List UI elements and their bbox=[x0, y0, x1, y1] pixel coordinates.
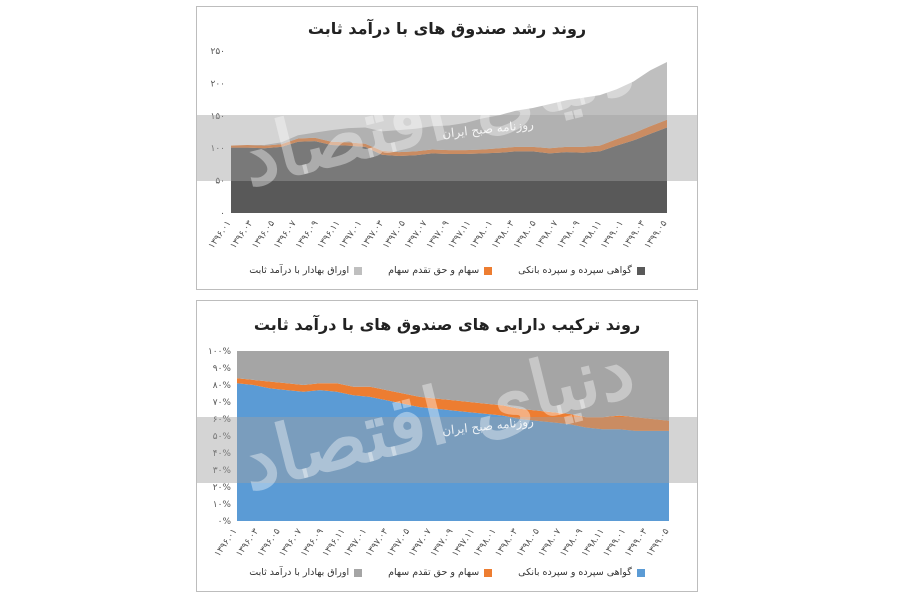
legend-label: سهام و حق تقدم سهام bbox=[388, 265, 480, 276]
legend-item: اوراق بهادار با درآمد ثابت bbox=[249, 265, 363, 276]
legend-item: اوراق بهادار با درآمد ثابت bbox=[249, 567, 363, 578]
legend-label: اوراق بهادار با درآمد ثابت bbox=[249, 265, 350, 276]
legend-item: سهام و حق تقدم سهام bbox=[388, 265, 493, 276]
legend-label: اوراق بهادار با درآمد ثابت bbox=[249, 567, 350, 578]
y-tick-label: ۱۰۰ bbox=[210, 144, 225, 154]
y-tick-label: ۵۰ bbox=[215, 177, 225, 187]
legend-swatch bbox=[636, 568, 645, 577]
legend-swatch bbox=[354, 266, 363, 275]
y-tick-label: ۲۵۰ bbox=[210, 47, 225, 57]
legend-label: سهام و حق تقدم سهام bbox=[388, 567, 480, 578]
x-tick-label: ۱۳۹۹.۰۵ bbox=[643, 219, 670, 251]
legend-swatch bbox=[484, 568, 493, 577]
area-series-0 bbox=[237, 383, 669, 521]
legend-item: سهام و حق تقدم سهام bbox=[388, 567, 493, 578]
legend-swatch bbox=[354, 568, 363, 577]
area-series-2 bbox=[231, 62, 667, 153]
y-tick-label: ۰ bbox=[220, 209, 225, 219]
y-tick-label: ۲۰۰ bbox=[210, 79, 225, 89]
area-series-1 bbox=[237, 378, 669, 431]
y-tick-label: ۵۰% bbox=[213, 432, 232, 442]
composition-chart-svg: ۰%۱۰%۲۰%۳۰%۴۰%۵۰%۶۰%۷۰%۸۰%۹۰%۱۰۰%۱۳۹۶.۰۱… bbox=[208, 347, 672, 559]
legend: گواهی سپرده و سپرده بانکی سهام و حق تقدم… bbox=[197, 567, 697, 578]
y-tick-label: ۰% bbox=[218, 517, 232, 527]
composition-chart-panel: روند ترکیب دارایی های صندوق های با درآمد… bbox=[196, 300, 698, 592]
legend-swatch bbox=[484, 266, 493, 275]
y-tick-label: ۴۰% bbox=[213, 449, 232, 459]
area-series-0 bbox=[231, 127, 667, 213]
area-series-2 bbox=[237, 351, 669, 421]
y-tick-label: ۱۰۰% bbox=[208, 347, 232, 357]
legend-swatch bbox=[636, 266, 645, 275]
legend-item: گواهی سپرده و سپرده بانکی bbox=[518, 265, 645, 276]
legend: گواهی سپرده و سپرده بانکی سهام و حق تقدم… bbox=[197, 265, 697, 276]
y-tick-label: ۹۰% bbox=[213, 364, 232, 374]
chart-title: روند ترکیب دارایی های صندوق های با درآمد… bbox=[253, 315, 641, 334]
legend-item: گواهی سپرده و سپرده بانکی bbox=[518, 567, 645, 578]
growth-chart-svg: ۰۵۰۱۰۰۱۵۰۲۰۰۲۵۰۱۳۹۶.۰۱۱۳۹۶.۰۳۱۳۹۶.۰۵۱۳۹۶… bbox=[207, 47, 670, 251]
y-tick-label: ۶۰% bbox=[213, 415, 232, 425]
chart-title: روند رشد صندوق های با درآمد ثابت bbox=[307, 19, 587, 38]
legend-label: گواهی سپرده و سپرده بانکی bbox=[518, 567, 632, 578]
y-tick-label: ۳۰% bbox=[213, 466, 232, 476]
y-tick-label: ۲۰% bbox=[213, 483, 232, 493]
x-tick-label: ۱۳۹۹.۰۵ bbox=[645, 527, 672, 559]
y-tick-label: ۷۰% bbox=[213, 398, 232, 408]
legend-label: گواهی سپرده و سپرده بانکی bbox=[518, 265, 632, 276]
y-tick-label: ۱۵۰ bbox=[210, 112, 225, 122]
y-tick-label: ۸۰% bbox=[213, 381, 232, 391]
y-tick-label: ۱۰% bbox=[213, 500, 232, 510]
growth-chart-panel: روند رشد صندوق های با درآمد ثابت ۰ ۵۰ ۱۰۰ ۱… bbox=[196, 6, 698, 290]
